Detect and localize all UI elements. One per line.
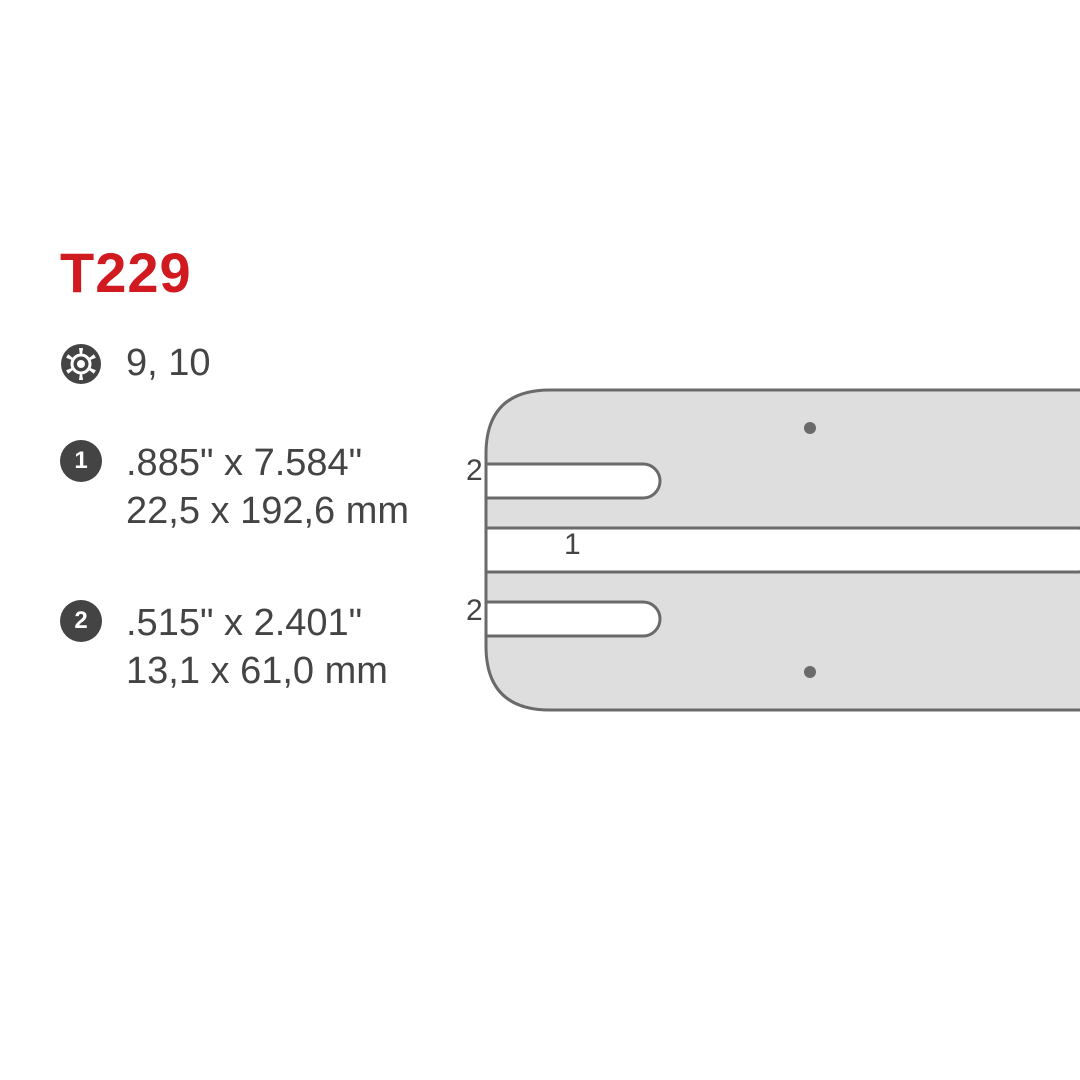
- diagram-label: 2: [466, 594, 483, 628]
- badge-2-icon: 2: [60, 600, 102, 642]
- slot1-imperial: .885" x 7.584": [126, 442, 362, 484]
- spec-row-sprocket: 9, 10: [60, 340, 211, 388]
- slot2-metric: 13,1 x 61,0 mm: [126, 648, 388, 696]
- model-code: T229: [60, 240, 192, 305]
- spec-row-slot1: 1 .885" x 7.584" 22,5 x 192,6 mm: [60, 440, 409, 535]
- slot1-metric: 22,5 x 192,6 mm: [126, 488, 409, 536]
- diagram-label: 2: [466, 454, 483, 488]
- slot2-imperial: .515" x 2.401": [126, 602, 362, 644]
- badge-2-number: 2: [74, 607, 87, 635]
- diagram-label: 1: [564, 528, 581, 562]
- sprocket-icon: [60, 343, 102, 385]
- slot1-dimensions: .885" x 7.584" 22,5 x 192,6 mm: [126, 440, 409, 535]
- spec-card: T229: [0, 0, 1080, 1080]
- badge-1-icon: 1: [60, 440, 102, 482]
- slot2-dimensions: .515" x 2.401" 13,1 x 61,0 mm: [126, 600, 388, 695]
- sprocket-value: 9, 10: [126, 340, 211, 388]
- spec-row-slot2: 2 .515" x 2.401" 13,1 x 61,0 mm: [60, 600, 388, 695]
- badge-1-number: 1: [74, 447, 87, 475]
